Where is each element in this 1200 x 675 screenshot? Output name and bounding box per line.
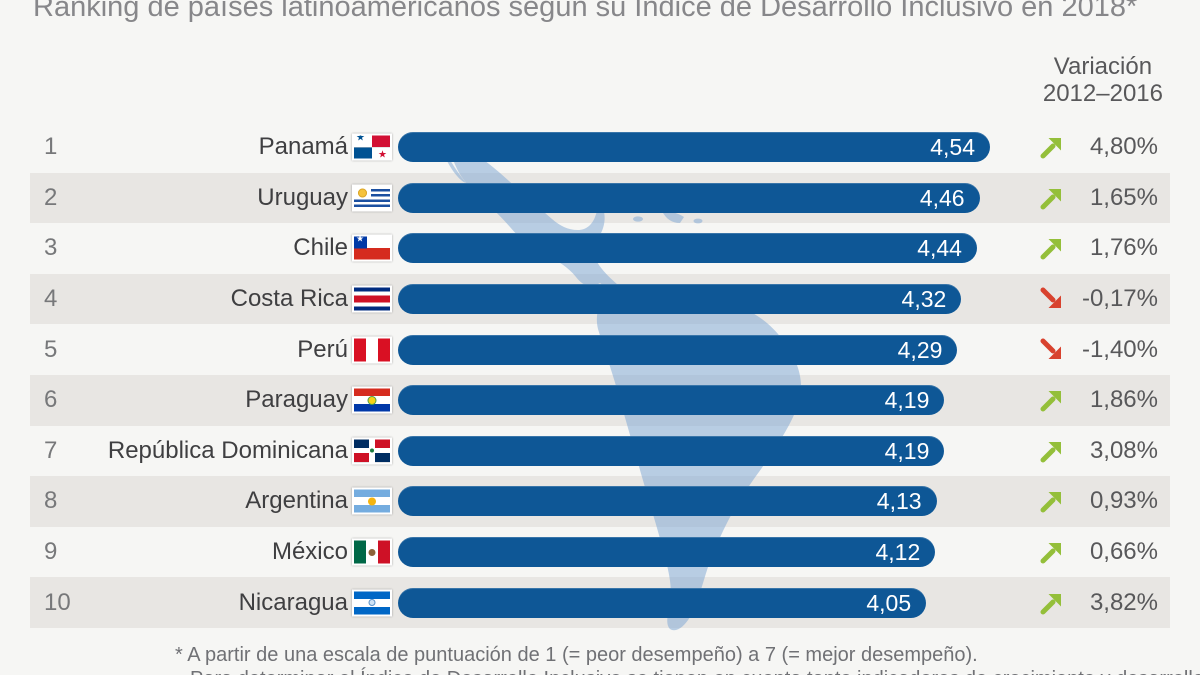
rank-label: 8: [44, 487, 58, 515]
ranking-row: 10 Nicaragua 4,05 3,82%: [30, 577, 1170, 628]
score-bar: 4,44: [398, 233, 977, 264]
variation-label: 1,86%: [1089, 386, 1158, 414]
ranking-row: 6 Paraguay 4,19 1,86%: [30, 375, 1170, 426]
score-bar: 4,29: [398, 334, 958, 365]
star-icon: ★: [356, 234, 365, 244]
panama-flag-icon: ★ ★: [352, 133, 392, 161]
star-icon: ★: [356, 133, 365, 144]
score-bar: 4,13: [398, 486, 937, 517]
mexico-flag-icon: [352, 538, 392, 566]
ranking-row: 4 Costa Rica 4,32 -0,17%: [30, 274, 1170, 325]
country-label: Argentina: [245, 487, 348, 515]
seal-icon: [370, 448, 374, 453]
score-value-label: 4,05: [866, 589, 912, 616]
country-label: República Dominicana: [107, 436, 348, 464]
ranking-row: 9 México 4,12 0,66%: [30, 527, 1170, 578]
footnote-scale: * A partir de una escala de puntuación d…: [175, 644, 978, 666]
ranking-row: 7 República Dominicana 4,19 3,08%: [30, 426, 1170, 477]
chile-flag-icon: ★: [352, 234, 392, 262]
variation-label: 4,80%: [1089, 133, 1158, 161]
country-label: Panamá: [258, 133, 348, 161]
rank-label: 5: [44, 335, 58, 363]
score-bar: 4,32: [398, 284, 962, 315]
rank-label: 9: [44, 538, 58, 566]
peru-flag-icon: [352, 336, 392, 364]
trend-up-arrow-icon: [1038, 235, 1068, 261]
ranking-row: 8 Argentina 4,13 0,93%: [30, 476, 1170, 527]
paraguay-flag-icon: [352, 386, 392, 414]
country-label: Chile: [293, 234, 348, 262]
trend-up-arrow-icon: [1038, 438, 1068, 464]
country-label: Nicaragua: [238, 588, 348, 616]
score-value-label: 4,29: [897, 336, 943, 363]
rank-label: 3: [44, 234, 58, 262]
variation-header-line1: Variación: [1053, 53, 1153, 80]
score-value-label: 4,44: [917, 235, 962, 262]
score-bar: 4,19: [398, 435, 945, 466]
score-value-label: 4,46: [919, 184, 965, 211]
score-value-label: 4,12: [875, 539, 921, 566]
variation-label: 0,66%: [1089, 538, 1158, 566]
footnote-method: Para determinar el Índice de Desarrollo …: [190, 668, 1200, 675]
seal-icon: [368, 599, 376, 607]
sun-icon: [368, 497, 376, 506]
rank-label: 10: [44, 588, 71, 616]
ranking-rows: 1 Panamá ★ ★ 4,54 4,80% 2 Uruguay 4,46 1,…: [30, 122, 1170, 628]
ranking-row: 2 Uruguay 4,46 1,65%: [30, 173, 1170, 224]
country-label: Costa Rica: [230, 285, 348, 313]
country-label: México: [271, 538, 348, 566]
country-label: Paraguay: [245, 386, 348, 414]
score-value-label: 4,54: [930, 134, 976, 161]
uruguay-flag-icon: [352, 184, 392, 212]
variation-label: 3,08%: [1089, 436, 1158, 464]
score-value-label: 4,19: [884, 437, 930, 464]
variation-label: 3,82%: [1089, 588, 1158, 616]
variation-column-header: Variación 2012–2016: [1043, 53, 1163, 107]
ranking-row: 5 Perú 4,29 -1,40%: [30, 324, 1170, 375]
variation-label: -1,40%: [1081, 335, 1158, 363]
dominican-republic-flag-icon: [352, 437, 392, 465]
country-label: Uruguay: [257, 183, 348, 211]
score-bar: 4,54: [398, 132, 991, 163]
score-value-label: 4,13: [876, 488, 922, 515]
ranking-row: 3 Chile ★ 4,44 1,76%: [30, 223, 1170, 274]
costa-rica-flag-icon: [352, 285, 392, 313]
variation-header-line2: 2012–2016: [1042, 80, 1163, 107]
star-icon: ★: [378, 149, 387, 161]
variation-label: 1,76%: [1089, 234, 1158, 262]
trend-down-arrow-icon: [1038, 286, 1068, 312]
rank-label: 1: [44, 133, 58, 161]
score-value-label: 4,19: [884, 387, 930, 414]
trend-down-arrow-icon: [1038, 337, 1068, 363]
score-bar: 4,12: [398, 537, 936, 568]
variation-label: -0,17%: [1081, 285, 1158, 313]
variation-label: 1,65%: [1089, 183, 1158, 211]
rank-label: 2: [44, 183, 58, 211]
nicaragua-flag-icon: [352, 589, 392, 617]
score-bar: 4,05: [398, 587, 927, 618]
seal-icon: [367, 395, 377, 405]
argentina-flag-icon: [352, 487, 392, 515]
seal-icon: [368, 548, 376, 556]
trend-up-arrow-icon: [1038, 488, 1068, 514]
variation-label: 0,93%: [1089, 487, 1158, 515]
score-value-label: 4,32: [901, 286, 947, 313]
trend-up-arrow-icon: [1038, 590, 1068, 616]
trend-up-arrow-icon: [1038, 185, 1068, 211]
rank-label: 4: [44, 285, 58, 313]
score-bar: 4,46: [398, 182, 980, 213]
country-label: Perú: [297, 335, 348, 363]
rank-label: 6: [44, 386, 58, 414]
ranking-row: 1 Panamá ★ ★ 4,54 4,80%: [30, 122, 1170, 173]
trend-up-arrow-icon: [1038, 387, 1068, 413]
trend-up-arrow-icon: [1038, 539, 1068, 565]
page-title: Ranking de países latinoamericanos según…: [33, 0, 1138, 23]
trend-up-arrow-icon: [1038, 134, 1068, 160]
sun-icon: [358, 188, 367, 198]
rank-label: 7: [44, 436, 58, 464]
score-bar: 4,19: [398, 385, 945, 416]
